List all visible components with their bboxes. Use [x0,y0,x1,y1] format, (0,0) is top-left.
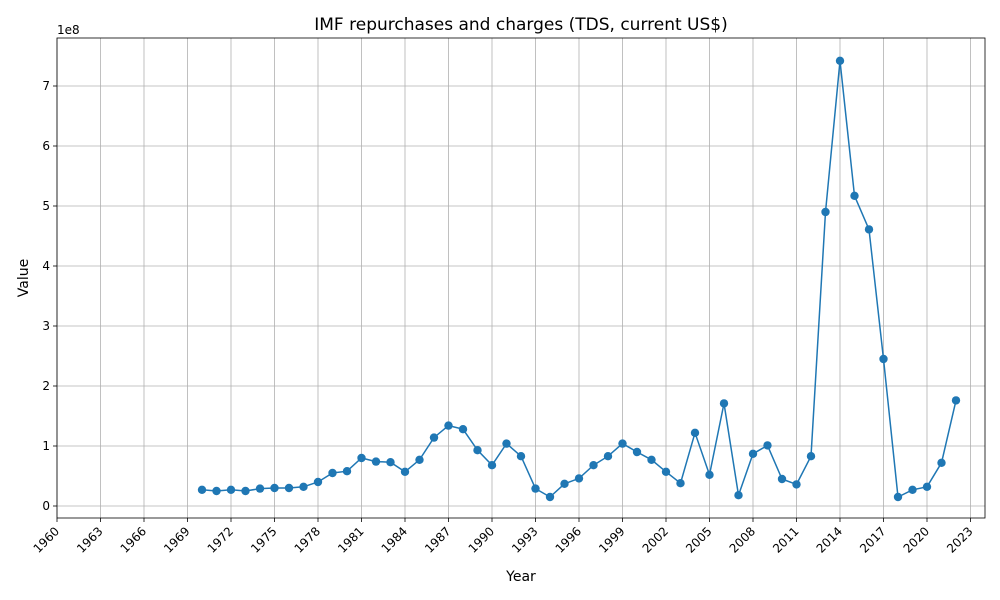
data-series [197,56,961,502]
data-point [647,455,656,464]
data-point [197,485,207,494]
y-axis-title: Value [16,259,32,297]
data-point [342,467,352,476]
data-point [879,354,888,364]
data-point [589,461,598,470]
x-tick-label: 1963 [74,524,105,555]
data-point [893,492,903,502]
x-tick-label: 1981 [335,524,366,555]
data-point [241,486,250,496]
data-point [473,446,482,455]
data-point [328,468,337,478]
data-point [212,486,221,496]
data-point [502,439,511,448]
x-tick-label: 2014 [814,524,845,555]
data-point [603,452,613,461]
x-tick-label: 1966 [118,524,149,555]
data-point [386,458,395,467]
data-point [835,56,845,65]
data-point [516,452,526,461]
y-tick-label: 2 [42,379,50,393]
x-tick-label: 2020 [901,524,932,555]
x-tick-label: 1972 [205,524,236,555]
data-point [299,482,308,491]
x-axis-title: Year [505,569,536,585]
data-point [922,482,932,491]
x-tick-label: 1978 [292,524,323,555]
y-axis-offset-label: 1e8 [57,23,80,37]
data-point [284,483,294,493]
data-point [719,399,729,408]
data-point [371,457,381,466]
data-point [676,479,685,488]
y-tick-label: 5 [42,199,50,213]
data-point [937,458,946,467]
x-tick-label: 1969 [161,524,192,555]
data-point [531,484,540,493]
x-tick-label: 2002 [640,524,671,555]
x-tick-label: 2011 [770,524,801,555]
x-tick-label: 1984 [379,524,410,555]
x-tick-label: 2008 [727,524,758,555]
x-tick-label: 1987 [422,524,453,555]
data-point [255,484,265,493]
data-point [429,433,439,442]
y-axis-ticks: 0 1 2 3 4 5 6 7 [42,79,57,513]
data-point [357,453,366,463]
data-point [661,467,671,476]
x-tick-label: 2017 [857,524,888,555]
data-point [226,485,236,494]
data-point [487,461,497,470]
x-tick-label: 1993 [509,524,540,555]
data-point [864,225,874,234]
x-tick-label: 2005 [683,524,714,555]
x-tick-label: 1996 [553,524,584,555]
y-tick-label: 7 [42,79,50,93]
x-axis-ticks: 1960 1963 1966 1969 1972 1975 1978 1981 1984 1987… [31,518,976,556]
data-point [763,441,772,450]
data-point [400,467,410,476]
data-point [777,474,787,484]
x-tick-label: 1975 [248,524,279,555]
data-point [618,439,627,448]
y-tick-label: 6 [42,139,50,153]
data-point [574,474,584,483]
data-point [806,452,816,461]
plot-frame [56,37,986,519]
y-tick-label: 3 [42,319,50,333]
y-tick-label: 4 [42,259,50,273]
data-point [458,425,468,434]
chart-title: IMF repurchases and charges (TDS, curren… [314,15,727,35]
x-tick-label: 2023 [944,524,975,555]
x-tick-label: 1990 [466,524,497,555]
data-point [951,396,961,405]
data-point [444,421,453,430]
data-point [560,479,569,488]
data-point [734,491,743,500]
data-point [313,477,323,487]
data-point [908,485,917,494]
data-point [270,483,279,493]
grid [56,38,985,518]
data-point [415,455,424,464]
data-point [632,447,642,457]
y-tick-label: 0 [42,499,50,513]
data-point [690,428,700,437]
data-point [705,470,714,479]
data-point [792,480,801,489]
data-point [545,492,555,502]
data-point [821,207,830,217]
x-tick-label: 1960 [31,524,62,555]
x-tick-label: 1999 [596,524,627,555]
y-tick-label: 1 [42,439,50,453]
data-point [748,449,758,458]
data-point [850,191,859,200]
